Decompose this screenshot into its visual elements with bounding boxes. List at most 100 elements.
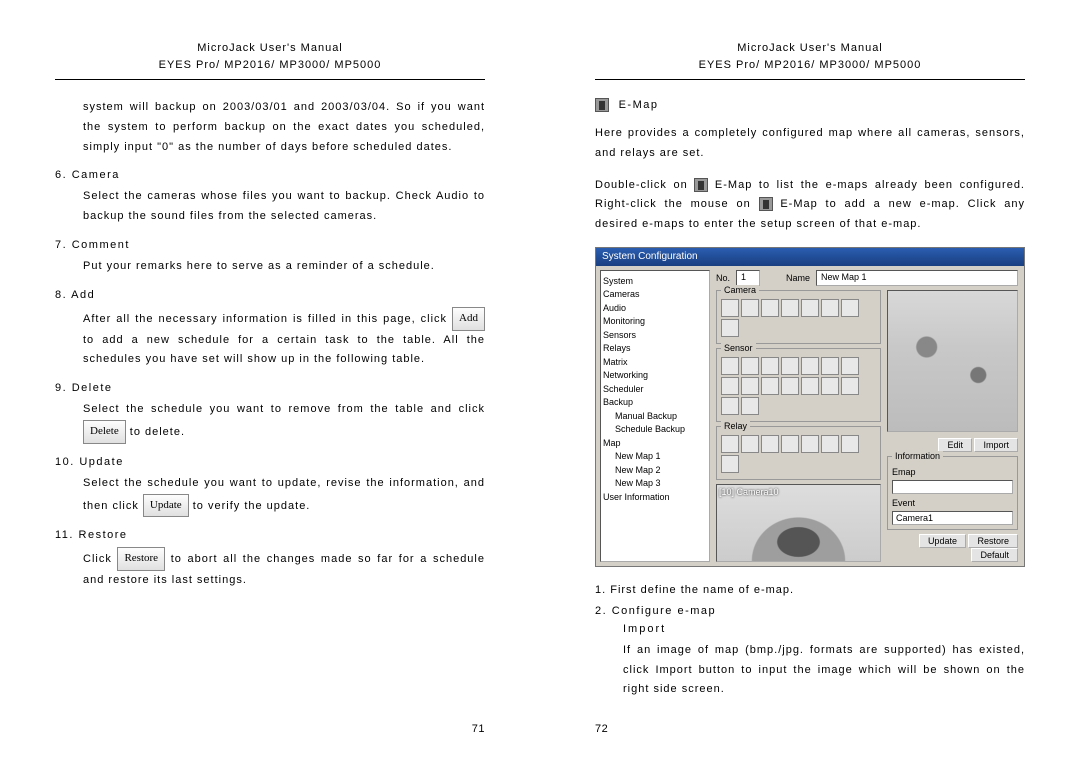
- tree-user-info[interactable]: User Information: [603, 491, 707, 505]
- relay-btn[interactable]: [721, 455, 739, 473]
- window-body: System Cameras Audio Monitoring Sensors …: [596, 266, 1024, 566]
- restore-button[interactable]: Restore: [117, 547, 165, 571]
- item9-body: Select the schedule you want to remove f…: [83, 400, 485, 444]
- sensor-btn[interactable]: [761, 377, 779, 395]
- import-button[interactable]: Import: [974, 438, 1018, 452]
- relay-btn[interactable]: [821, 435, 839, 453]
- relay-btn[interactable]: [721, 435, 739, 453]
- tree-map3[interactable]: New Map 3: [615, 477, 707, 491]
- name-label: Name: [786, 273, 810, 283]
- sensor-group: Sensor: [716, 348, 881, 422]
- emap-p1: Here provides a completely configured ma…: [595, 124, 1025, 164]
- cam-btn[interactable]: [801, 299, 819, 317]
- sensor-buttons: [721, 357, 876, 415]
- header-line1-r: MicroJack User's Manual: [595, 40, 1025, 57]
- update-button[interactable]: Update: [143, 494, 189, 518]
- camera-group-title: Camera: [721, 285, 759, 295]
- tree-map[interactable]: Map: [603, 437, 707, 451]
- item8-text-a: After all the necessary information is f…: [83, 313, 452, 325]
- tree-system[interactable]: System: [603, 275, 707, 289]
- intro-para: system will backup on 2003/03/01 and 200…: [83, 98, 485, 157]
- header-line1: MicroJack User's Manual: [55, 40, 485, 57]
- relay-btn[interactable]: [761, 435, 779, 453]
- delete-button[interactable]: Delete: [83, 420, 126, 444]
- sensor-btn[interactable]: [741, 357, 759, 375]
- step2-head: 2. Configure e-map: [595, 605, 1025, 617]
- p2a: Double-click on: [595, 179, 694, 191]
- sensor-btn[interactable]: [841, 377, 859, 395]
- nav-tree[interactable]: System Cameras Audio Monitoring Sensors …: [600, 270, 710, 562]
- restore-btn[interactable]: Restore: [968, 534, 1018, 548]
- add-button[interactable]: Add: [452, 307, 485, 331]
- tree-backup[interactable]: Backup: [603, 396, 707, 410]
- item7-head: 7. Comment: [55, 239, 485, 251]
- info-group: Information Emap Event Camera1: [887, 456, 1018, 530]
- sensor-btn[interactable]: [741, 397, 759, 415]
- tree-map1[interactable]: New Map 1: [615, 450, 707, 464]
- tree-networking[interactable]: Networking: [603, 369, 707, 383]
- item8-text-b: to add a new schedule for a certain task…: [83, 334, 485, 366]
- sensor-btn[interactable]: [721, 377, 739, 395]
- event-label: Event: [892, 498, 1013, 508]
- sensor-btn[interactable]: [761, 357, 779, 375]
- item11-body: Click Restore to abort all the changes m…: [83, 547, 485, 591]
- tree-sensors[interactable]: Sensors: [603, 329, 707, 343]
- cam-btn[interactable]: [821, 299, 839, 317]
- sensor-btn[interactable]: [721, 397, 739, 415]
- sensor-btn[interactable]: [801, 377, 819, 395]
- emap-label: Emap: [892, 467, 1013, 477]
- sensor-btn[interactable]: [721, 357, 739, 375]
- emap-p2: Double-click on E-Map to list the e-maps…: [595, 176, 1025, 235]
- sensor-group-title: Sensor: [721, 343, 756, 353]
- sensor-btn[interactable]: [821, 377, 839, 395]
- item10-text-b: to verify the update.: [193, 499, 311, 511]
- camera-group: Camera: [716, 290, 881, 344]
- header-line2: EYES Pro/ MP2016/ MP3000/ MP5000: [55, 57, 485, 74]
- sensor-btn[interactable]: [821, 357, 839, 375]
- sensor-btn[interactable]: [801, 357, 819, 375]
- cam-btn[interactable]: [781, 299, 799, 317]
- right-pane: No. 1 Name New Map 1 Camera: [714, 266, 1024, 566]
- name-field[interactable]: New Map 1: [816, 270, 1018, 286]
- relay-btn[interactable]: [781, 435, 799, 453]
- step2-subhead: Import: [623, 623, 1025, 635]
- cam-btn[interactable]: [841, 299, 859, 317]
- edit-button[interactable]: Edit: [938, 438, 972, 452]
- no-field[interactable]: 1: [736, 270, 760, 286]
- cam-btn[interactable]: [741, 299, 759, 317]
- cam-btn[interactable]: [721, 299, 739, 317]
- top-row: No. 1 Name New Map 1: [716, 270, 1018, 286]
- cam-btn[interactable]: [721, 319, 739, 337]
- tree-manual-backup[interactable]: Manual Backup: [615, 410, 707, 424]
- relay-btn[interactable]: [841, 435, 859, 453]
- sensor-btn[interactable]: [781, 357, 799, 375]
- emap-icon-2: [694, 178, 708, 192]
- map-buttons: Edit Import: [887, 438, 1018, 452]
- page-right: MicroJack User's Manual EYES Pro/ MP2016…: [540, 0, 1080, 763]
- event-field[interactable]: Camera1: [892, 511, 1013, 525]
- item7-body: Put your remarks here to serve as a remi…: [83, 257, 485, 277]
- relay-btn[interactable]: [741, 435, 759, 453]
- tree-schedule-backup[interactable]: Schedule Backup: [615, 423, 707, 437]
- tree-relays[interactable]: Relays: [603, 342, 707, 356]
- tree-scheduler[interactable]: Scheduler: [603, 383, 707, 397]
- sensor-btn[interactable]: [781, 377, 799, 395]
- tree-audio[interactable]: Audio: [603, 302, 707, 316]
- relay-btn[interactable]: [801, 435, 819, 453]
- update-btn[interactable]: Update: [919, 534, 966, 548]
- tree-matrix[interactable]: Matrix: [603, 356, 707, 370]
- tree-map2[interactable]: New Map 2: [615, 464, 707, 478]
- camera-buttons: [721, 299, 876, 337]
- tree-monitoring[interactable]: Monitoring: [603, 315, 707, 329]
- page-number-left: 71: [472, 723, 485, 735]
- relay-group-title: Relay: [721, 421, 750, 431]
- header-rule-r: [595, 79, 1025, 80]
- header-line2-r: EYES Pro/ MP2016/ MP3000/ MP5000: [595, 57, 1025, 74]
- cam-btn[interactable]: [761, 299, 779, 317]
- sensor-btn[interactable]: [741, 377, 759, 395]
- tree-cameras[interactable]: Cameras: [603, 288, 707, 302]
- emap-field[interactable]: [892, 480, 1013, 494]
- default-btn[interactable]: Default: [971, 548, 1018, 562]
- item11-head: 11. Restore: [55, 529, 485, 541]
- sensor-btn[interactable]: [841, 357, 859, 375]
